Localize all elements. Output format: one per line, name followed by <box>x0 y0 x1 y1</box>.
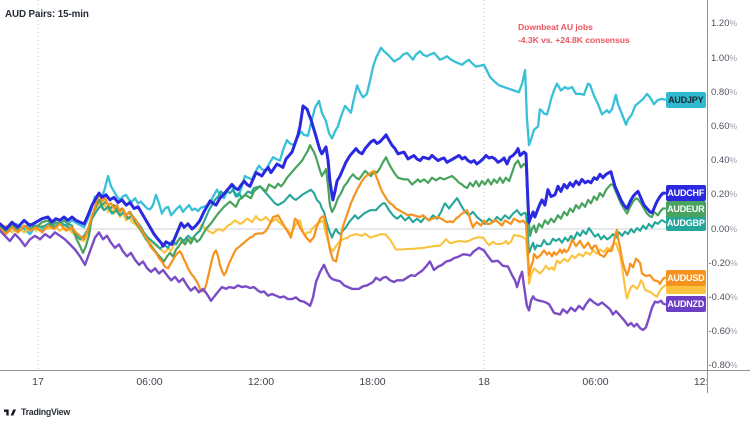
news-annotation-line2: -4.3K vs. +24.8K consensus <box>518 35 630 45</box>
percent-sign: % <box>730 326 738 337</box>
series-line-AUDEUR <box>0 144 667 263</box>
pair-tag-audjpy: AUDJPY <box>666 91 706 108</box>
percent-sign: % <box>729 86 738 97</box>
percent-sign: % <box>730 291 738 302</box>
price-axis-label-value: -0.80 <box>708 360 731 372</box>
price-axis-label-value: -0.20 <box>708 257 731 269</box>
percent-sign: % <box>729 223 738 234</box>
time-axis-label-18: 18 <box>478 376 490 388</box>
pair-tag-audusd: AUDUSD <box>666 270 706 287</box>
page-title: AUD Pairs: 15-min <box>5 9 89 20</box>
time-axis-label-1200: 12:00 <box>247 376 275 388</box>
price-axis-label: -0.60% <box>709 326 748 337</box>
price-axis-label: 0.80% <box>711 87 750 98</box>
series-line-AUDCHF <box>0 104 667 248</box>
price-axis-label: -0.80% <box>709 360 748 371</box>
percent-sign: % <box>730 257 738 268</box>
price-axis-label-value: 0.20 <box>711 189 730 201</box>
news-annotation: Downbeat AU jobs -4.3K vs. +24.8K consen… <box>518 21 630 47</box>
pair-tag-audchf: AUDCHF <box>666 185 706 202</box>
price-axis-label: 0.00% <box>711 224 750 235</box>
price-axis-label-value: 1.20 <box>711 18 730 30</box>
pair-tag-audgbp: AUDGBP <box>666 214 706 231</box>
tradingview-logo-icon <box>4 409 16 415</box>
price-axis-label-value: 0.00 <box>711 223 730 235</box>
price-axis-label: -0.40% <box>709 292 748 303</box>
price-axis-label-value: -0.60 <box>708 326 731 338</box>
percent-sign: % <box>729 155 738 166</box>
price-axis[interactable]: 1.20% 1.00% 0.80% 0.60% 0.40% 0.20% 0.00% -0.20… <box>707 0 750 392</box>
price-axis-label: 0.60% <box>711 121 750 132</box>
price-axis-label: 1.20% <box>711 18 750 29</box>
tradingview-brand-text: TradingView <box>21 407 70 417</box>
news-annotation-line1: Downbeat AU jobs <box>518 22 593 32</box>
series-line-AUDJPY <box>0 46 667 236</box>
tradingview-brand[interactable]: TradingView <box>4 407 70 417</box>
series-line-AUDUSD <box>0 169 667 293</box>
price-axis-label-value: 0.80 <box>711 86 730 98</box>
time-axis[interactable]: 17 06:00 12:00 18:00 18 06:00 12:00 <box>0 370 707 393</box>
price-axis-label-value: 0.40 <box>711 155 730 167</box>
percent-sign: % <box>729 18 738 29</box>
series-line-AUDNZD <box>0 229 667 332</box>
time-axis-label-1200: 12:00 <box>693 376 707 388</box>
price-axis-label: 0.20% <box>711 189 750 200</box>
percent-sign: % <box>729 120 738 131</box>
percent-sign: % <box>730 360 738 371</box>
percent-sign: % <box>729 189 738 200</box>
tradingview-logo-glyph <box>4 409 16 415</box>
price-axis-label: 0.40% <box>711 155 750 166</box>
pair-tag-audnzd: AUDNZD <box>666 296 706 313</box>
price-axis-label: 1.00% <box>711 53 750 64</box>
time-axis-label-0600: 06:00 <box>582 376 609 388</box>
price-axis-label-value: 1.00 <box>711 52 730 64</box>
price-axis-label-value: -0.40 <box>708 291 731 303</box>
pair-tag-audeur: AUDEUR <box>666 200 706 217</box>
price-axis-label: -0.20% <box>709 258 748 269</box>
series-line-AUDGBP <box>0 185 667 254</box>
percent-sign: % <box>729 52 738 63</box>
time-axis-label-0600: 06:00 <box>136 376 163 388</box>
price-axis-label-value: 0.60 <box>711 120 730 132</box>
time-axis-label-17: 17 <box>32 376 44 388</box>
time-axis-label-1800: 18:00 <box>359 376 386 388</box>
